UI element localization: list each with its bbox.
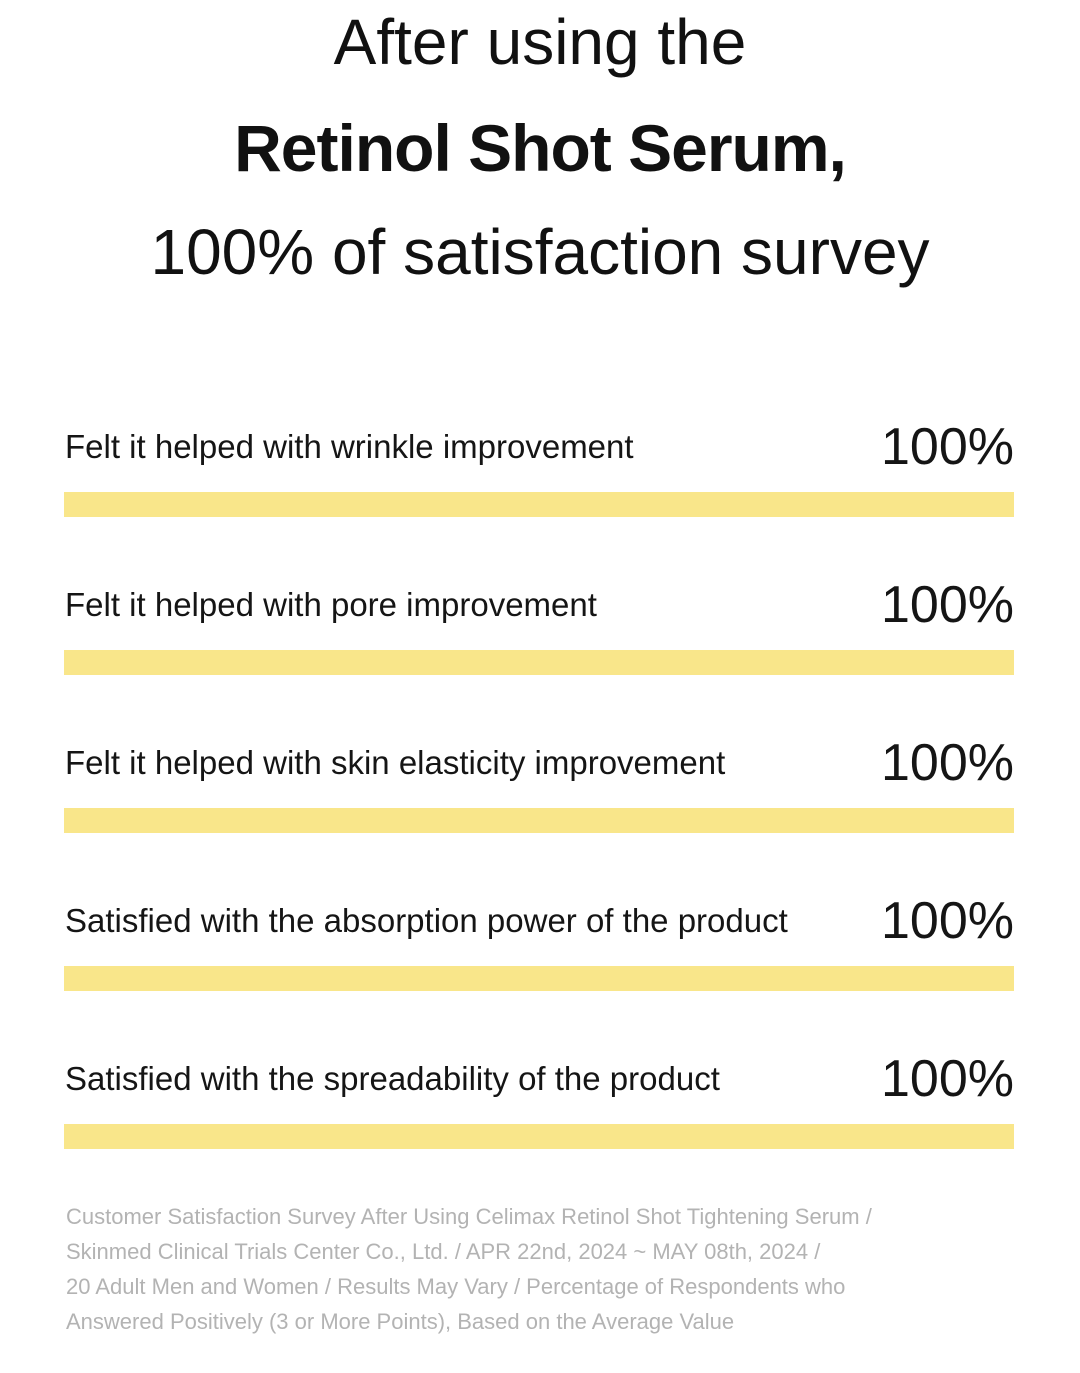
row-label: Felt it helped with skin elasticity impr… xyxy=(65,744,726,781)
title-line-1: After using the xyxy=(333,6,747,78)
survey-row: Felt it helped with wrinkle improvement 1… xyxy=(64,419,1014,527)
bar-fill xyxy=(64,966,1014,991)
bar-track xyxy=(64,808,1014,833)
row-value-label: 100% xyxy=(881,418,1014,476)
survey-row: Felt it helped with skin elasticity impr… xyxy=(64,735,1014,843)
footnote-line: 20 Adult Men and Women / Results May Var… xyxy=(66,1274,846,1299)
survey-row: Felt it helped with pore improvement 100% xyxy=(64,577,1014,685)
row-value-label: 100% xyxy=(881,576,1014,634)
bar-track xyxy=(64,650,1014,675)
row-label: Satisfied with the spreadability of the … xyxy=(65,1060,720,1097)
bar-track xyxy=(64,1124,1014,1149)
survey-footnote: Customer Satisfaction Survey After Using… xyxy=(66,1199,1026,1339)
bar-track xyxy=(64,492,1014,517)
row-value-label: 100% xyxy=(881,892,1014,950)
bar-track xyxy=(64,966,1014,991)
row-value-label: 100% xyxy=(881,1050,1014,1108)
bar-fill xyxy=(64,1124,1014,1149)
title-line-3: 100% of satisfaction survey xyxy=(150,216,930,288)
footnote-line: Customer Satisfaction Survey After Using… xyxy=(66,1204,872,1229)
footnote-line: Answered Positively (3 or More Points), … xyxy=(66,1309,735,1334)
bar-fill xyxy=(64,492,1014,517)
footnote-line: Skinmed Clinical Trials Center Co., Ltd.… xyxy=(66,1239,821,1264)
survey-row: Satisfied with the absorption power of t… xyxy=(64,893,1014,1001)
row-label: Felt it helped with wrinkle improvement xyxy=(65,428,634,465)
bar-fill xyxy=(64,650,1014,675)
row-label: Felt it helped with pore improvement xyxy=(65,586,597,623)
row-label: Satisfied with the absorption power of t… xyxy=(65,902,788,939)
row-value-label: 100% xyxy=(881,734,1014,792)
bar-fill xyxy=(64,808,1014,833)
title-line-2: Retinol Shot Serum, xyxy=(234,111,847,185)
survey-bar-chart: Felt it helped with wrinkle improvement 1… xyxy=(64,419,1014,1159)
survey-row: Satisfied with the spreadability of the … xyxy=(64,1051,1014,1159)
